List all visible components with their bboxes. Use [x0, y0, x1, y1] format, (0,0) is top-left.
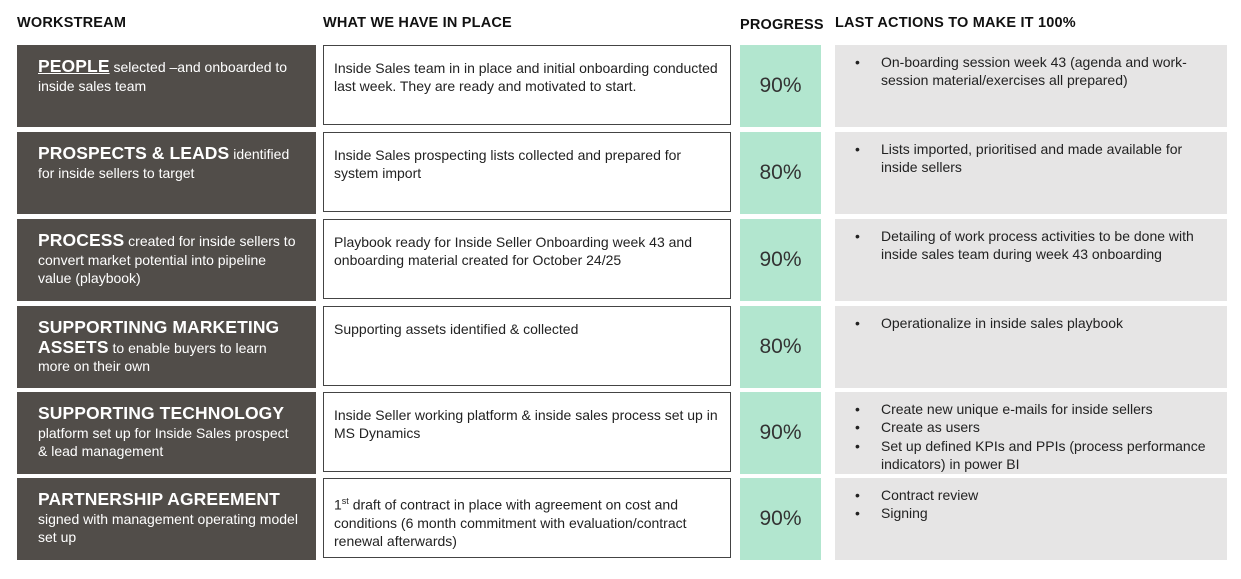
progress-cell: 90% [740, 219, 821, 301]
workstream-desc: signed with management operating model s… [38, 510, 298, 546]
actions-list: Lists imported, prioritised and made ava… [855, 140, 1213, 177]
header-progress: PROGRESS [740, 17, 824, 33]
ordinal-suffix: st [341, 496, 349, 506]
list-item: Operationalize in inside sales playbook [855, 314, 1213, 333]
workstream-cell: PEOPLE selected –and onboarded to inside… [17, 45, 316, 127]
actions-cell: On-boarding session week 43 (agenda and … [835, 45, 1227, 127]
list-item: Set up defined KPIs and PPIs (process pe… [855, 437, 1213, 474]
in-place-cell: Inside Sales prospecting lists collected… [323, 132, 731, 212]
progress-cell: 80% [740, 306, 821, 388]
in-place-cell: Supporting assets identified & collected [323, 306, 731, 386]
actions-list: On-boarding session week 43 (agenda and … [855, 53, 1213, 90]
actions-list: Contract review Signing [855, 486, 1213, 523]
progress-cell: 80% [740, 132, 821, 214]
workstream-cell: PARTNERSHIP AGREEMENT signed with manage… [17, 478, 316, 560]
header-last-actions: LAST ACTIONS TO MAKE IT 100% [835, 15, 1076, 31]
list-item: On-boarding session week 43 (agenda and … [855, 53, 1213, 90]
table-row: SUPPORTING TECHNOLOGY platform set up fo… [0, 392, 1241, 474]
table-row: PARTNERSHIP AGREEMENT signed with manage… [0, 478, 1241, 560]
in-place-cell: 1st draft of contract in place with agre… [323, 478, 731, 558]
actions-cell: Detailing of work process activities to … [835, 219, 1227, 301]
actions-list: Detailing of work process activities to … [855, 227, 1213, 264]
workstream-cell: PROCESS created for inside sellers to co… [17, 219, 316, 301]
table-row: PROSPECTS & LEADS identified for inside … [0, 132, 1241, 214]
list-item: Create as users [855, 418, 1213, 437]
header-workstream: WORKSTREAM [17, 15, 127, 31]
workstream-title: SUPPORTING TECHNOLOGY [38, 403, 285, 423]
table-row: PEOPLE selected –and onboarded to inside… [0, 45, 1241, 127]
actions-cell: Lists imported, prioritised and made ava… [835, 132, 1227, 214]
actions-list: Create new unique e-mails for inside sel… [855, 400, 1213, 473]
workstream-cell: SUPPORTINNG MARKETING ASSETS to enable b… [17, 306, 316, 388]
actions-cell: Operationalize in inside sales playbook [835, 306, 1227, 388]
actions-cell: Contract review Signing [835, 478, 1227, 560]
table-row: SUPPORTINNG MARKETING ASSETS to enable b… [0, 306, 1241, 388]
table-row: PROCESS created for inside sellers to co… [0, 219, 1241, 301]
workstream-title: PROCESS [38, 230, 125, 250]
in-place-cell: Inside Sales team in in place and initia… [323, 45, 731, 125]
workstream-desc: to enable buyers to learn more on their … [38, 339, 267, 375]
list-item: Lists imported, prioritised and made ava… [855, 140, 1213, 177]
list-item: Signing [855, 504, 1213, 523]
workstream-cell: PROSPECTS & LEADS identified for inside … [17, 132, 316, 214]
workstream-title: PROSPECTS & LEADS [38, 143, 230, 163]
workstream-desc: selected –and onboarded to inside sales … [38, 59, 288, 94]
list-item: Detailing of work process activities to … [855, 227, 1213, 264]
list-item: Contract review [855, 486, 1213, 505]
ordinal-number: 1 [334, 496, 342, 513]
in-place-cell: Playbook ready for Inside Seller Onboard… [323, 219, 731, 299]
workstream-cell: SUPPORTING TECHNOLOGY platform set up fo… [17, 392, 316, 474]
actions-list: Operationalize in inside sales playbook [855, 314, 1213, 333]
in-place-cell: Inside Seller working platform & inside … [323, 392, 731, 472]
header-in-place: WHAT WE HAVE IN PLACE [323, 15, 512, 31]
workstream-title: PEOPLE [38, 56, 110, 76]
workstream-desc: created for inside sellers to convert ma… [38, 233, 296, 286]
workstream-title: PARTNERSHIP AGREEMENT [38, 489, 280, 509]
progress-cell: 90% [740, 478, 821, 560]
workstream-desc: platform set up for Inside Sales prospec… [38, 424, 289, 460]
list-item: Create new unique e-mails for inside sel… [855, 400, 1213, 419]
progress-cell: 90% [740, 45, 821, 127]
in-place-text: draft of contract in place with agreemen… [334, 496, 687, 550]
workstream-title: SUPPORTINNG MARKETING ASSETS [38, 317, 280, 357]
workstream-desc: identified for inside sellers to target [38, 146, 290, 181]
actions-cell: Create new unique e-mails for inside sel… [835, 392, 1227, 474]
progress-cell: 90% [740, 392, 821, 474]
